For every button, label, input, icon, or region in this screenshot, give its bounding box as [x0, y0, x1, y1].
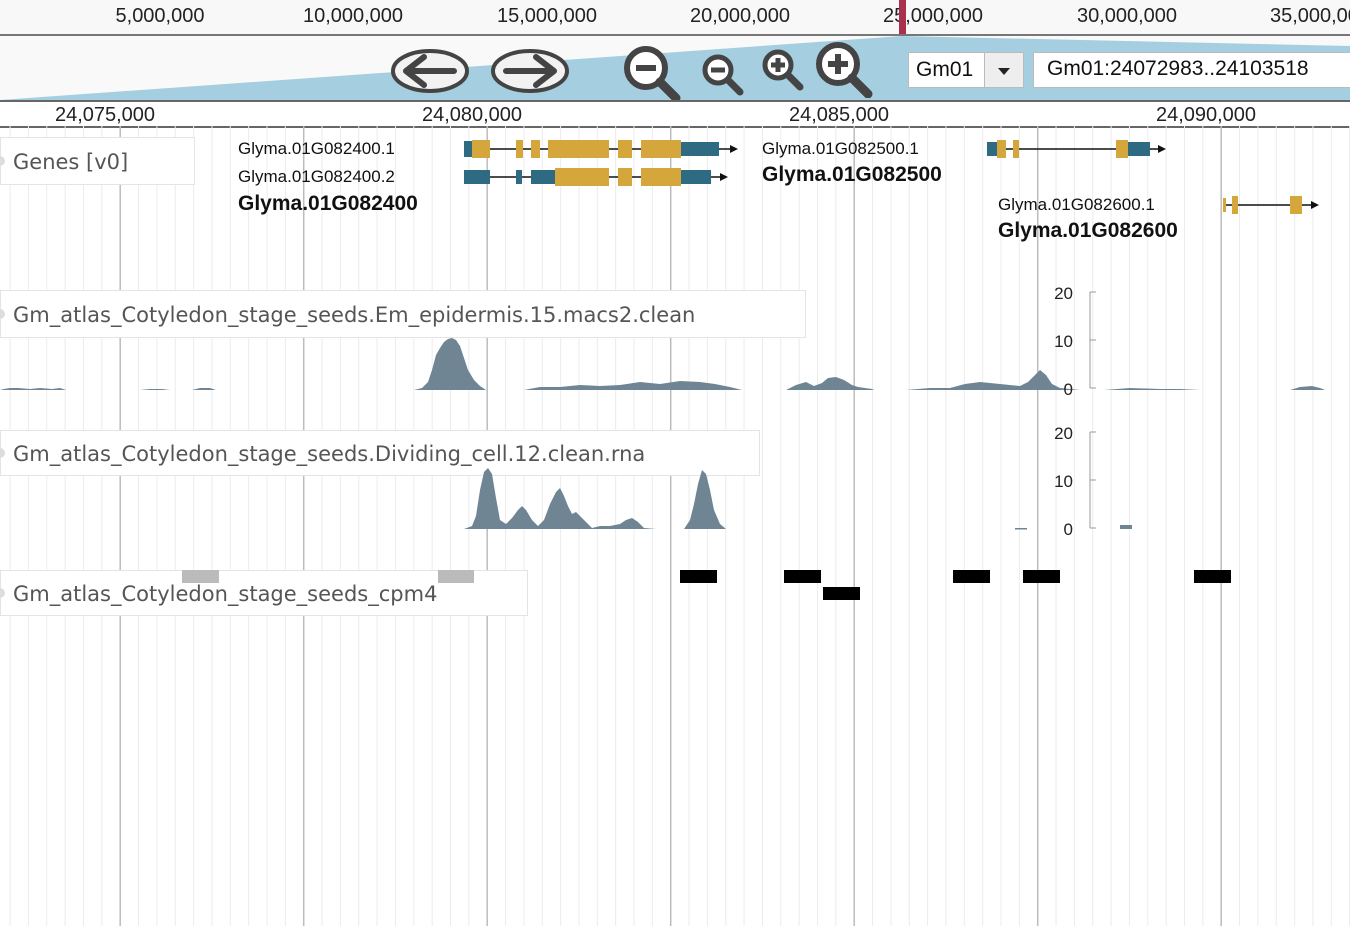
track-handle-icon[interactable] [0, 448, 5, 458]
overview-tick-label: 10,000,000 [302, 5, 404, 27]
y-axis-tick-label: 20 [1054, 424, 1073, 443]
gene-label[interactable]: Glyma.01G082600 [998, 219, 1178, 242]
track-label-dividing[interactable]: Gm_atlas_Cotyledon_stage_seeds.Dividing_… [0, 430, 760, 476]
track-label-text: Gm_atlas_Cotyledon_stage_seeds_cpm4 [13, 582, 438, 606]
overview-tick-label: 25,000,000 [882, 5, 984, 27]
peak-feature[interactable] [182, 570, 219, 583]
detail-ruler[interactable]: 24,075,000 24,080,000 24,085,000 24,090,… [0, 100, 1350, 128]
overview-ruler[interactable]: 5,000,000 10,000,000 15,000,000 20,000,0… [0, 0, 1350, 36]
gene-label[interactable]: Glyma.01G082500 [762, 163, 942, 186]
track-handle-icon[interactable] [0, 156, 5, 166]
gene-models[interactable] [0, 126, 1350, 266]
track-label-genes[interactable]: Genes [v0] [0, 137, 195, 185]
peak-feature[interactable] [438, 570, 474, 583]
peak-feature[interactable] [680, 570, 717, 583]
ruler-tick-label: 24,080,000 [421, 104, 523, 126]
transcript-label[interactable]: Glyma.01G082500.1 [762, 139, 919, 158]
y-axis-epidermis [1089, 291, 1096, 389]
transcript-label[interactable]: Glyma.01G082400.1 [238, 139, 395, 158]
peak-feature[interactable] [823, 587, 860, 600]
track-label-text: Gm_atlas_Cotyledon_stage_seeds.Em_epider… [13, 303, 696, 327]
track-grid [9, 126, 1350, 926]
ruler-tick-label: 24,090,000 [1155, 104, 1257, 126]
pan-right-button[interactable] [490, 47, 570, 95]
overview-tick-label: 15,000,000 [496, 5, 598, 27]
reference-sequence-value: Gm01 [916, 58, 974, 81]
zoom-out-large-button[interactable] [620, 44, 684, 102]
coverage-epidermis[interactable] [0, 330, 1350, 392]
transcript-label[interactable]: Glyma.01G082400.2 [238, 167, 395, 186]
transcript-feature[interactable] [464, 140, 738, 158]
peak-feature[interactable] [784, 570, 821, 583]
pan-left-button[interactable] [390, 47, 470, 95]
zoom-in-large-button[interactable] [812, 40, 876, 98]
y-axis-tick-label: 10 [1054, 472, 1073, 491]
peak-feature[interactable] [953, 570, 990, 583]
overview-tick-label: 5,000,000 [115, 5, 205, 27]
y-axis-tick-label: 20 [1054, 284, 1073, 303]
location-box[interactable] [1033, 52, 1350, 88]
ruler-tick-label: 24,075,000 [54, 104, 156, 126]
track-label-epidermis[interactable]: Gm_atlas_Cotyledon_stage_seeds.Em_epider… [0, 290, 806, 338]
track-handle-icon[interactable] [0, 588, 5, 598]
transcript-feature[interactable] [1223, 196, 1319, 214]
track-label-text: Genes [v0] [13, 150, 129, 174]
y-axis-tick-label: 0 [1063, 520, 1073, 539]
peak-feature[interactable] [1194, 570, 1231, 583]
ruler-tick-label: 24,085,000 [788, 104, 890, 126]
y-axis-dividing [1089, 431, 1096, 529]
track-handle-icon[interactable] [0, 309, 5, 319]
location-input[interactable] [1047, 57, 1350, 81]
overview-position-marker[interactable] [899, 0, 906, 34]
zoom-out-small-button[interactable] [700, 52, 746, 96]
overview-tick-label: 35,000,000 [1269, 5, 1350, 27]
reference-sequence-select[interactable]: Gm01 [908, 52, 1024, 88]
coverage-dividing[interactable] [0, 460, 1350, 532]
zoom-in-small-button[interactable] [760, 47, 806, 91]
track-label-text: Gm_atlas_Cotyledon_stage_seeds.Dividing_… [13, 442, 646, 466]
transcript-label[interactable]: Glyma.01G082600.1 [998, 195, 1155, 214]
gene-label[interactable]: Glyma.01G082400 [238, 192, 418, 215]
transcript-feature[interactable] [987, 140, 1166, 158]
overview-tick-label: 20,000,000 [689, 5, 791, 27]
y-axis-tick-label: 10 [1054, 332, 1073, 351]
y-axis-tick-label: 0 [1063, 380, 1073, 399]
transcript-feature[interactable] [464, 168, 728, 186]
peak-feature[interactable] [1023, 570, 1060, 583]
overview-tick-label: 30,000,000 [1076, 5, 1178, 27]
chevron-down-icon[interactable] [984, 53, 1023, 87]
